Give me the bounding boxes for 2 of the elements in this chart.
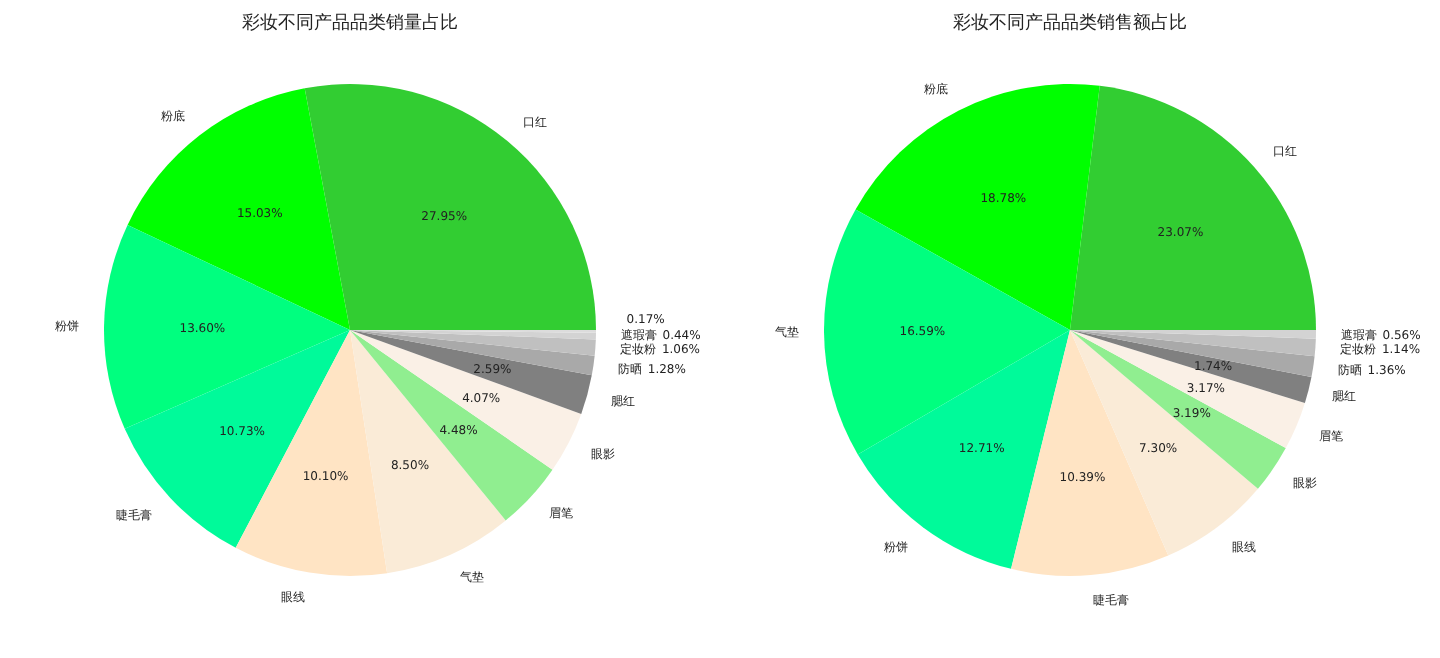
chart-title: 彩妆不同产品品类销售额占比 xyxy=(953,12,1187,34)
chart-title: 彩妆不同产品品类销量占比 xyxy=(242,12,458,34)
